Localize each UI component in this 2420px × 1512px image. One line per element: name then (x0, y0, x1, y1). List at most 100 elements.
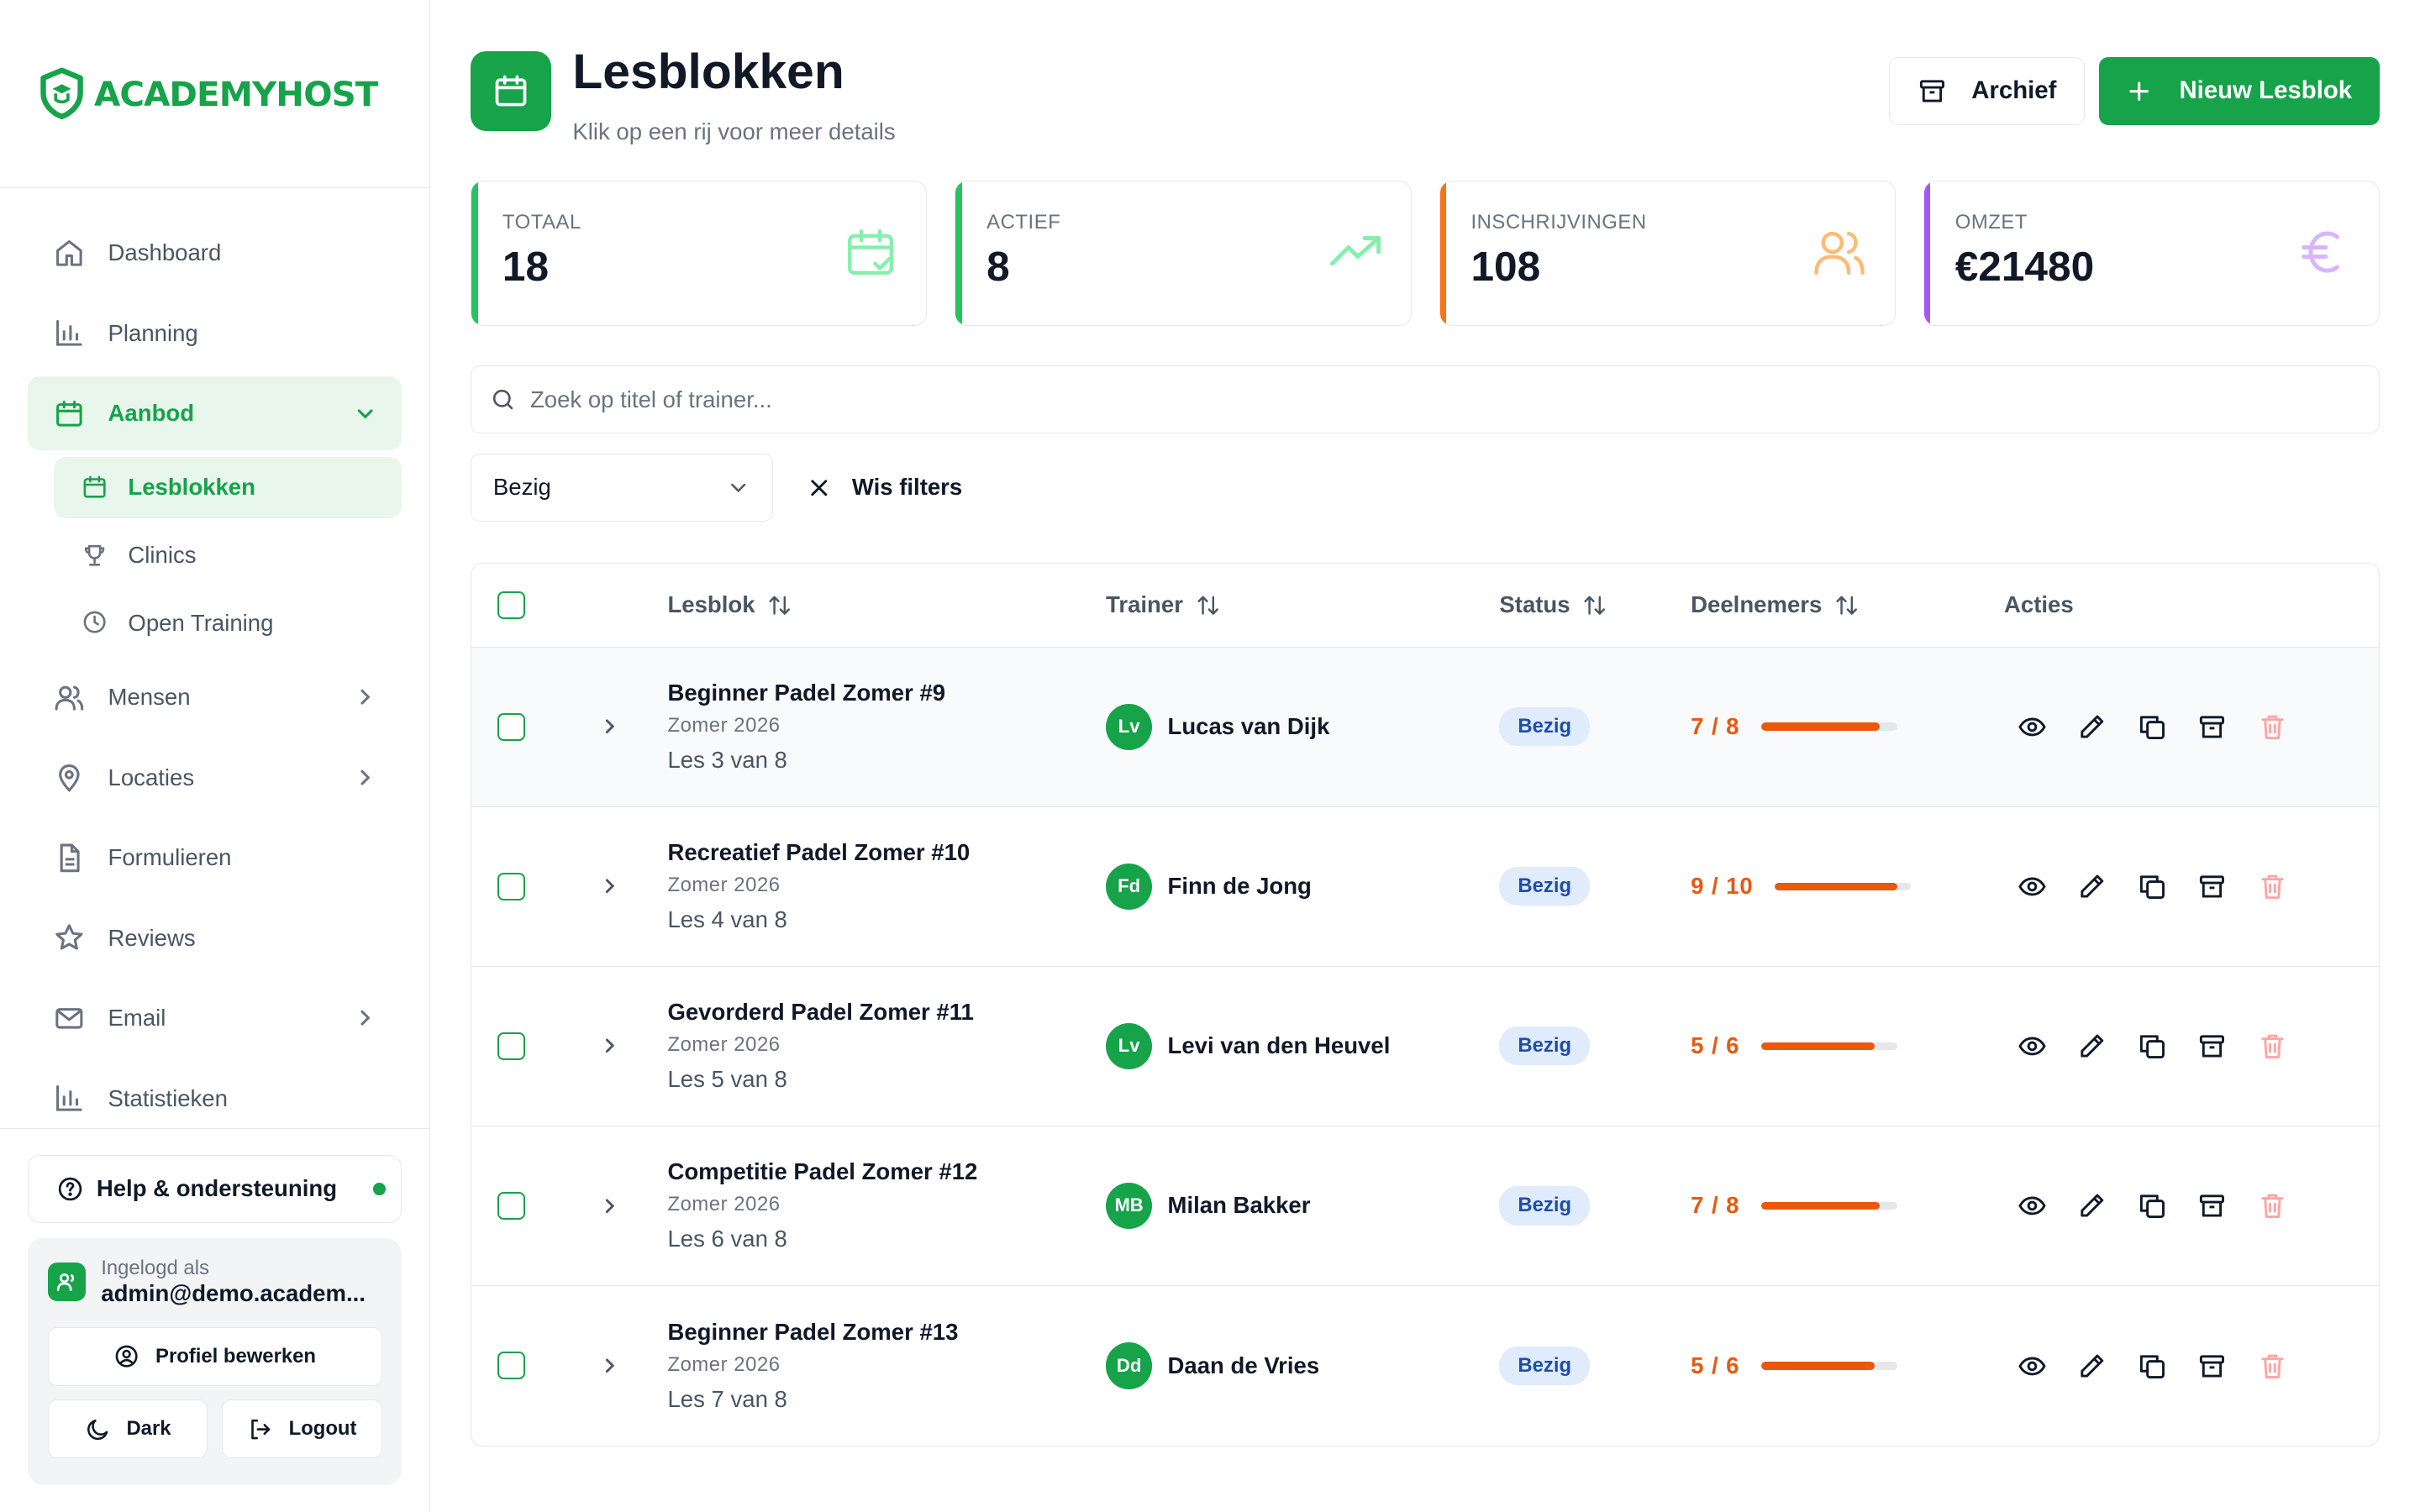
archive-icon (2200, 1035, 2225, 1058)
duplicate-button[interactable] (2137, 1351, 2168, 1382)
stat-card-inschrijvingen: INSCHRIJVINGEN 108 (1439, 180, 1896, 326)
help-button[interactable]: Help & ondersteuning (28, 1154, 402, 1223)
sidebar-item-label: Statistieken (108, 1084, 228, 1111)
sidebar-nav: Dashboard Planning Aanbod Lesblokken Cli… (0, 188, 429, 1136)
column-header-deelnemers[interactable]: Deelnemers (1691, 591, 2004, 618)
aanbod-subnav: Lesblokken Clinics Open Training (28, 456, 402, 654)
copy-icon (2139, 1035, 2165, 1058)
sidebar-item-mensen[interactable]: Mensen (28, 660, 402, 734)
edit-button[interactable] (2076, 871, 2107, 902)
page-subtitle: Klik op een rij voor meer details (572, 118, 896, 145)
row-checkbox[interactable] (497, 1352, 526, 1380)
sidebar-item-dashboard[interactable]: Dashboard (28, 216, 402, 290)
table-row[interactable]: Gevorderd Padel Zomer #11 Zomer 2026 Les… (471, 967, 2380, 1126)
pencil-icon (2081, 1034, 2104, 1058)
column-header-status[interactable]: Status (1499, 591, 1691, 618)
table-row[interactable]: Beginner Padel Zomer #13 Zomer 2026 Les … (471, 1286, 2379, 1446)
delete-button[interactable] (2257, 1351, 2288, 1382)
table-row[interactable]: Competitie Padel Zomer #12 Zomer 2026 Le… (471, 1126, 2380, 1286)
brand-logo[interactable]: ACADEMYHOST (0, 0, 430, 189)
status-filter-select[interactable]: Bezig (471, 453, 774, 522)
edit-button[interactable] (2076, 711, 2107, 743)
trainer-avatar: Fd (1106, 863, 1153, 910)
duplicate-button[interactable] (2137, 1190, 2168, 1221)
sidebar-item-clinics[interactable]: Clinics (54, 524, 402, 585)
sidebar-item-reviews[interactable]: Reviews (28, 901, 402, 975)
table-row[interactable]: Recreatief Padel Zomer #10 Zomer 2026 Le… (471, 807, 2380, 967)
chevron-right-icon (353, 1005, 377, 1030)
column-header-trainer[interactable]: Trainer (1106, 591, 1499, 618)
archive-row-button[interactable] (2197, 711, 2228, 743)
chevron-right-icon[interactable] (598, 874, 622, 898)
sidebar-item-open-training[interactable]: Open Training (54, 592, 402, 654)
copy-icon (2139, 1354, 2165, 1378)
view-button[interactable] (2017, 1351, 2048, 1382)
row-checkbox[interactable] (497, 872, 526, 900)
chevron-right-icon[interactable] (598, 1034, 622, 1058)
row-checkbox[interactable] (497, 1191, 526, 1220)
archive-row-button[interactable] (2197, 1190, 2228, 1221)
sidebar-item-statistieken[interactable]: Statistieken (28, 1062, 402, 1136)
archive-row-button[interactable] (2197, 871, 2228, 902)
chevron-right-icon[interactable] (598, 715, 622, 738)
edit-profile-button[interactable]: Profiel bewerken (47, 1326, 382, 1386)
copy-icon (2139, 1194, 2165, 1218)
new-lesblok-button[interactable]: Nieuw Lesblok (2099, 56, 2381, 125)
delete-button[interactable] (2257, 1031, 2288, 1062)
lesblok-title: Beginner Padel Zomer #13 (667, 1318, 959, 1345)
lesblok-season: Zomer 2026 (667, 874, 781, 897)
chevron-right-icon (353, 685, 377, 709)
eye-icon (2018, 877, 2046, 896)
duplicate-button[interactable] (2137, 871, 2168, 902)
delete-button[interactable] (2257, 871, 2288, 902)
edit-button[interactable] (2076, 1351, 2107, 1382)
table-header: Lesblok Trainer Status Deelnemers Acties (471, 564, 2380, 648)
sort-icon (1196, 593, 1220, 617)
trainer-avatar: Dd (1106, 1342, 1153, 1389)
archive-button-label: Archief (1971, 76, 2057, 105)
sidebar-item-locaties[interactable]: Locaties (28, 741, 402, 815)
participants-progress-bar (1761, 722, 1897, 731)
stat-label: TOTAAL (502, 210, 581, 234)
duplicate-button[interactable] (2137, 711, 2168, 743)
help-label: Help & ondersteuning (96, 1175, 338, 1202)
view-button[interactable] (2017, 1031, 2048, 1062)
participants-count: 5 / 6 (1691, 1352, 1740, 1378)
clock-icon (82, 609, 109, 637)
delete-button[interactable] (2257, 711, 2288, 743)
view-button[interactable] (2017, 1190, 2048, 1221)
chevron-right-icon[interactable] (598, 1354, 622, 1378)
table-row[interactable]: Beginner Padel Zomer #9 Zomer 2026 Les 3… (471, 647, 2380, 807)
edit-button[interactable] (2076, 1031, 2107, 1062)
search-input[interactable] (529, 386, 2361, 413)
sidebar-item-aanbod[interactable]: Aanbod (28, 376, 402, 451)
view-button[interactable] (2017, 711, 2048, 743)
sidebar-item-label: Clinics (128, 542, 197, 569)
edit-button[interactable] (2076, 1190, 2107, 1221)
select-all-checkbox[interactable] (497, 591, 526, 619)
participants-progress-bar (1761, 1042, 1897, 1050)
main-content: Lesblokken Klik op een rij voor meer det… (430, 0, 2420, 1512)
archive-row-button[interactable] (2197, 1031, 2228, 1062)
duplicate-button[interactable] (2137, 1031, 2168, 1062)
participants-progress-bar (1761, 1201, 1897, 1210)
trainer-name: Lucas van Dijk (1167, 713, 1330, 740)
stat-value: 18 (502, 242, 550, 290)
chevron-right-icon[interactable] (598, 1194, 622, 1218)
sidebar-item-lesblokken[interactable]: Lesblokken (54, 456, 402, 519)
row-checkbox[interactable] (497, 1032, 526, 1060)
archive-button[interactable]: Archief (1888, 56, 2086, 125)
calendar-icon (52, 396, 86, 430)
sidebar-item-email[interactable]: Email (28, 981, 402, 1055)
dark-mode-button[interactable]: Dark (47, 1399, 208, 1458)
view-button[interactable] (2017, 871, 2048, 902)
column-label: Trainer (1106, 591, 1183, 618)
column-header-lesblok[interactable]: Lesblok (667, 591, 1106, 618)
sidebar-item-planning[interactable]: Planning (28, 297, 402, 370)
logout-button[interactable]: Logout (221, 1399, 382, 1458)
archive-row-button[interactable] (2197, 1351, 2228, 1382)
clear-filters-button[interactable]: Wis filters (808, 474, 962, 501)
row-checkbox[interactable] (497, 712, 526, 741)
delete-button[interactable] (2257, 1190, 2288, 1221)
sidebar-item-formulieren[interactable]: Formulieren (28, 821, 402, 895)
